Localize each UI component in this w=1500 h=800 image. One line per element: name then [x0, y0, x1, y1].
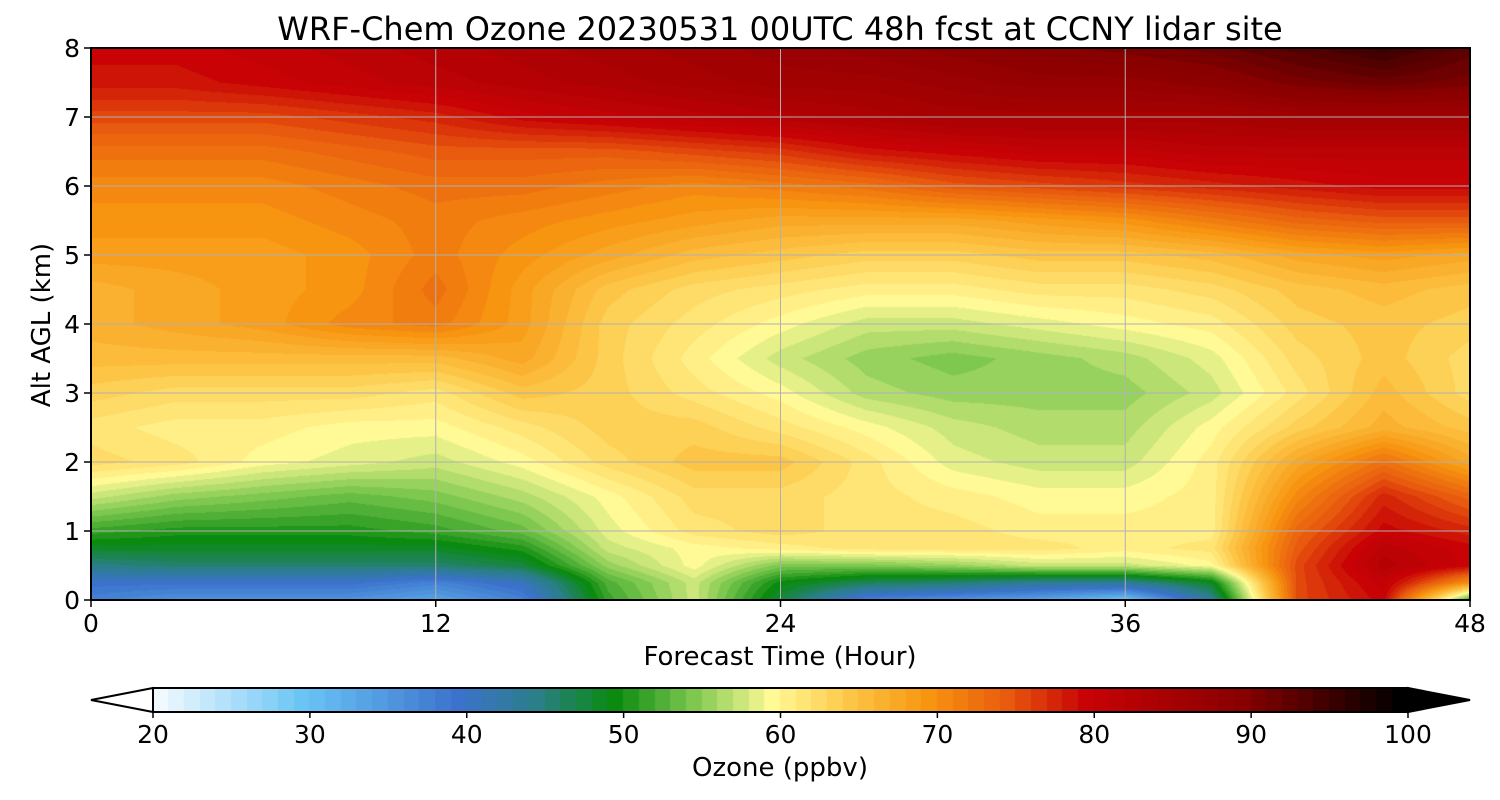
- y-axis-ticks: 0 1 2 3 4 5 6 7 8: [64, 34, 91, 615]
- y-tick-label: 1: [64, 517, 80, 546]
- y-tick-label: 3: [64, 379, 80, 408]
- x-tick-label: 0: [83, 609, 99, 638]
- y-tick-label: 5: [64, 241, 80, 270]
- colorbar-tick-label: 80: [1078, 720, 1110, 749]
- colorbar-tick-label: 40: [451, 720, 483, 749]
- y-tick-label: 2: [64, 448, 80, 477]
- y-tick-label: 0: [64, 586, 80, 615]
- colorbar-tick-label: 100: [1384, 720, 1432, 749]
- chart-title: WRF-Chem Ozone 20230531 00UTC 48h fcst a…: [277, 10, 1282, 48]
- colorbar-extend-high: [1407, 686, 1471, 714]
- x-tick-label: 36: [1109, 609, 1141, 638]
- x-tick-label: 48: [1454, 609, 1486, 638]
- colorbar-tick-label: 70: [921, 720, 953, 749]
- colorbar-ticks: 20 30 40 50 60 70 80 90 100: [137, 712, 1432, 749]
- y-tick-label: 4: [64, 310, 80, 339]
- colorbar-label: Ozone (ppbv): [692, 753, 868, 783]
- colorbar-tick-label: 20: [137, 720, 169, 749]
- y-tick-label: 6: [64, 172, 80, 201]
- colorbar: 20 30 40 50 60 70 80 90 100 Ozone (ppbv): [90, 686, 1471, 783]
- y-axis-label: Alt AGL (km): [27, 243, 57, 407]
- y-tick-label: 8: [64, 34, 80, 63]
- y-tick-label: 7: [64, 103, 80, 132]
- x-tick-label: 24: [765, 609, 797, 638]
- colorbar-tick-label: 90: [1235, 720, 1267, 749]
- colorbar-extend-low: [90, 686, 154, 714]
- x-tick-label: 12: [420, 609, 452, 638]
- colorbar-tick-label: 60: [765, 720, 797, 749]
- x-axis-ticks: 0 12 24 36 48: [83, 600, 1486, 638]
- colorbar-tick-label: 30: [294, 720, 326, 749]
- colorbar-tick-label: 50: [608, 720, 640, 749]
- x-axis-label: Forecast Time (Hour): [643, 642, 916, 672]
- grid-lines: [91, 48, 1470, 600]
- colorbar-canvas: [153, 688, 1408, 712]
